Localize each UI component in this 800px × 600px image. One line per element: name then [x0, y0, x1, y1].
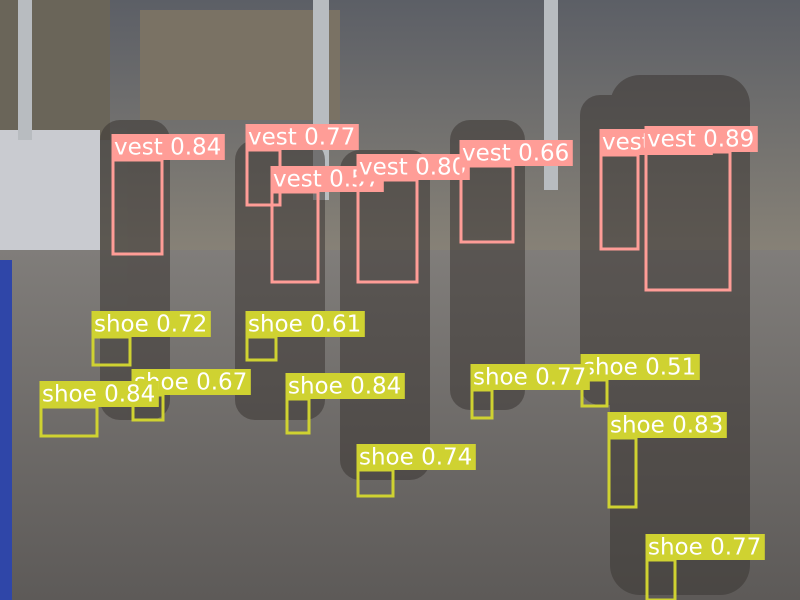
- detection-label: shoe 0.84: [288, 374, 401, 400]
- detection: vest 0.66: [459, 140, 573, 244]
- label-background: [459, 140, 573, 166]
- detection-label: vest 0.66: [462, 141, 569, 167]
- detection: vest 0.84: [111, 134, 225, 256]
- detection: shoe 0.84: [285, 373, 405, 435]
- detection-label: shoe 0.84: [42, 382, 155, 408]
- label-background: [245, 311, 365, 337]
- detection: shoe 0.74: [356, 444, 476, 498]
- detection: shoe 0.51: [580, 354, 700, 408]
- detection-label: shoe 0.77: [473, 365, 586, 391]
- label-background: [356, 444, 476, 470]
- detection: vest 0.77: [245, 124, 359, 207]
- detection: shoe 0.77: [470, 364, 590, 420]
- label-background: [580, 354, 700, 380]
- label-background: [245, 124, 359, 150]
- label-background: [111, 134, 225, 160]
- detection: shoe 0.83: [607, 412, 727, 509]
- pillar: [18, 0, 32, 140]
- label-background: [39, 381, 159, 407]
- detection: shoe 0.84: [39, 381, 159, 438]
- detection-label: shoe 0.83: [610, 413, 723, 439]
- label-background: [285, 373, 405, 399]
- shelf: [0, 0, 110, 140]
- rail: [0, 260, 12, 600]
- detection-label: shoe 0.74: [359, 445, 472, 471]
- detection: vest 0.80: [356, 154, 470, 284]
- detection-label: shoe 0.77: [648, 535, 761, 561]
- label-background: [645, 534, 765, 560]
- label-background: [91, 311, 211, 337]
- detection-label: vest 0.89: [647, 127, 754, 153]
- shelf: [140, 10, 340, 120]
- detection-label: vest 0.80: [359, 155, 466, 181]
- label-background: [470, 364, 590, 390]
- detection: shoe 0.61: [245, 311, 365, 362]
- detection-label: shoe 0.72: [94, 312, 207, 338]
- detection-label: shoe 0.51: [583, 355, 696, 381]
- whiteboard: [0, 130, 100, 250]
- detection-label: vest 0.84: [114, 135, 221, 161]
- detection-label: shoe 0.61: [248, 312, 361, 338]
- label-background: [356, 154, 470, 180]
- detection: shoe 0.72: [91, 311, 211, 367]
- detection-label: vest 0.77: [248, 125, 355, 151]
- label-background: [644, 126, 758, 152]
- label-background: [607, 412, 727, 438]
- detection: vest 0.89: [644, 126, 758, 292]
- detection: shoe 0.77: [645, 534, 765, 600]
